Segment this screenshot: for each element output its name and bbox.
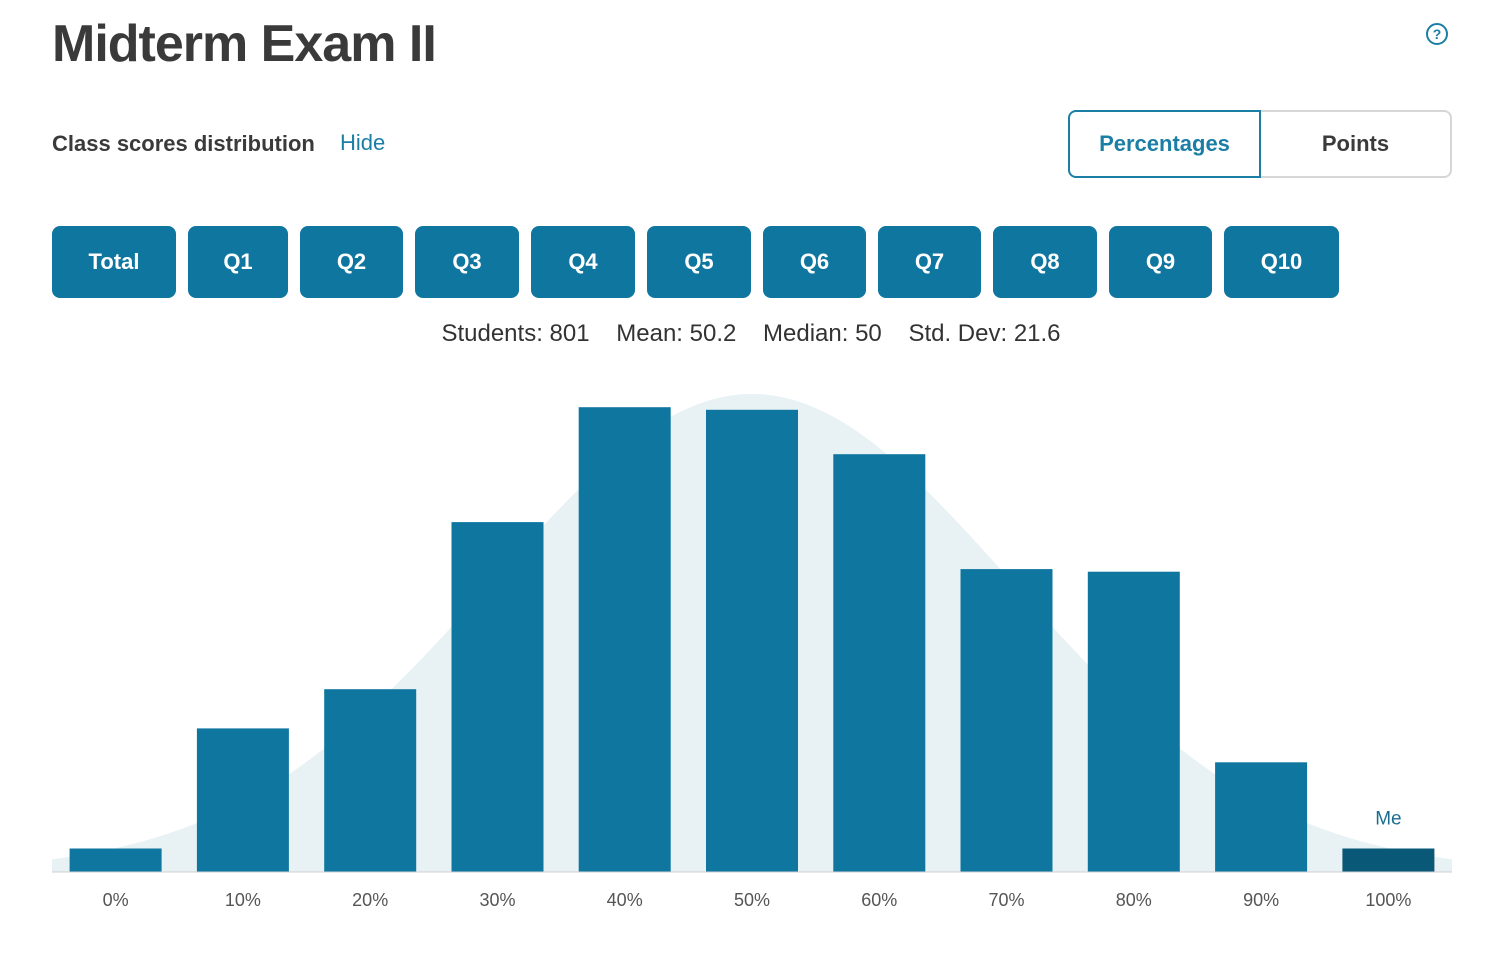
stat-std-dev: Std. Dev: 21.6: [908, 320, 1061, 347]
bar-50pct[interactable]: [706, 409, 798, 872]
page-title: Midterm Exam II: [52, 15, 437, 73]
me-label: Me: [1375, 809, 1401, 830]
distribution-label: Class scores distribution: [52, 131, 315, 156]
percentages-toggle-button[interactable]: Percentages: [1068, 110, 1261, 178]
stat-median: Median: 50: [763, 320, 882, 347]
x-tick-label: 70%: [988, 890, 1024, 910]
x-tick-label: 100%: [1365, 890, 1411, 910]
tab-q7[interactable]: Q7: [878, 226, 981, 298]
bar-80pct[interactable]: [1087, 571, 1180, 872]
bar-70pct[interactable]: [960, 569, 1053, 872]
bar-30pct[interactable]: [451, 522, 544, 872]
x-tick-label: 80%: [1116, 890, 1152, 910]
bar-90pct[interactable]: [1215, 762, 1308, 872]
tab-q6[interactable]: Q6: [763, 226, 866, 298]
bar-20pct[interactable]: [324, 689, 417, 872]
stat-students: Students: 801: [441, 320, 590, 347]
tab-q9[interactable]: Q9: [1109, 226, 1212, 298]
view-toggle: Percentages Points: [1068, 110, 1452, 178]
tab-q8[interactable]: Q8: [993, 226, 1097, 298]
tab-q1[interactable]: Q1: [188, 226, 288, 298]
x-tick-label: 60%: [861, 890, 897, 910]
tab-q5[interactable]: Q5: [647, 226, 751, 298]
stats-summary: Students: 801 Mean: 50.2 Median: 50 Std.…: [0, 320, 1502, 348]
hide-link[interactable]: Hide: [340, 130, 386, 155]
x-tick-label: 30%: [479, 890, 515, 910]
x-tick-label: 40%: [607, 890, 643, 910]
question-tabs: Total Q1 Q2 Q3 Q4 Q5 Q6 Q7 Q8 Q9 Q10: [52, 226, 1351, 298]
x-tick-label: 50%: [734, 890, 770, 910]
tab-q2[interactable]: Q2: [300, 226, 403, 298]
tab-q10[interactable]: Q10: [1224, 226, 1339, 298]
bar-0pct[interactable]: [69, 848, 162, 873]
bar-60pct[interactable]: [833, 454, 926, 872]
points-toggle-button[interactable]: Points: [1261, 110, 1452, 178]
x-tick-label: 20%: [352, 890, 388, 910]
stat-mean: Mean: 50.2: [616, 320, 737, 347]
bar-me[interactable]: [1342, 848, 1435, 873]
x-tick-label: 90%: [1243, 890, 1279, 910]
tab-q4[interactable]: Q4: [531, 226, 635, 298]
x-tick-label: 10%: [225, 890, 261, 910]
help-icon[interactable]: ?: [1426, 23, 1448, 45]
x-tick-label: 0%: [103, 890, 129, 910]
bar-10pct[interactable]: [196, 728, 289, 872]
tab-q3[interactable]: Q3: [415, 226, 519, 298]
tab-total[interactable]: Total: [52, 226, 176, 298]
bar-40pct[interactable]: [578, 407, 671, 872]
